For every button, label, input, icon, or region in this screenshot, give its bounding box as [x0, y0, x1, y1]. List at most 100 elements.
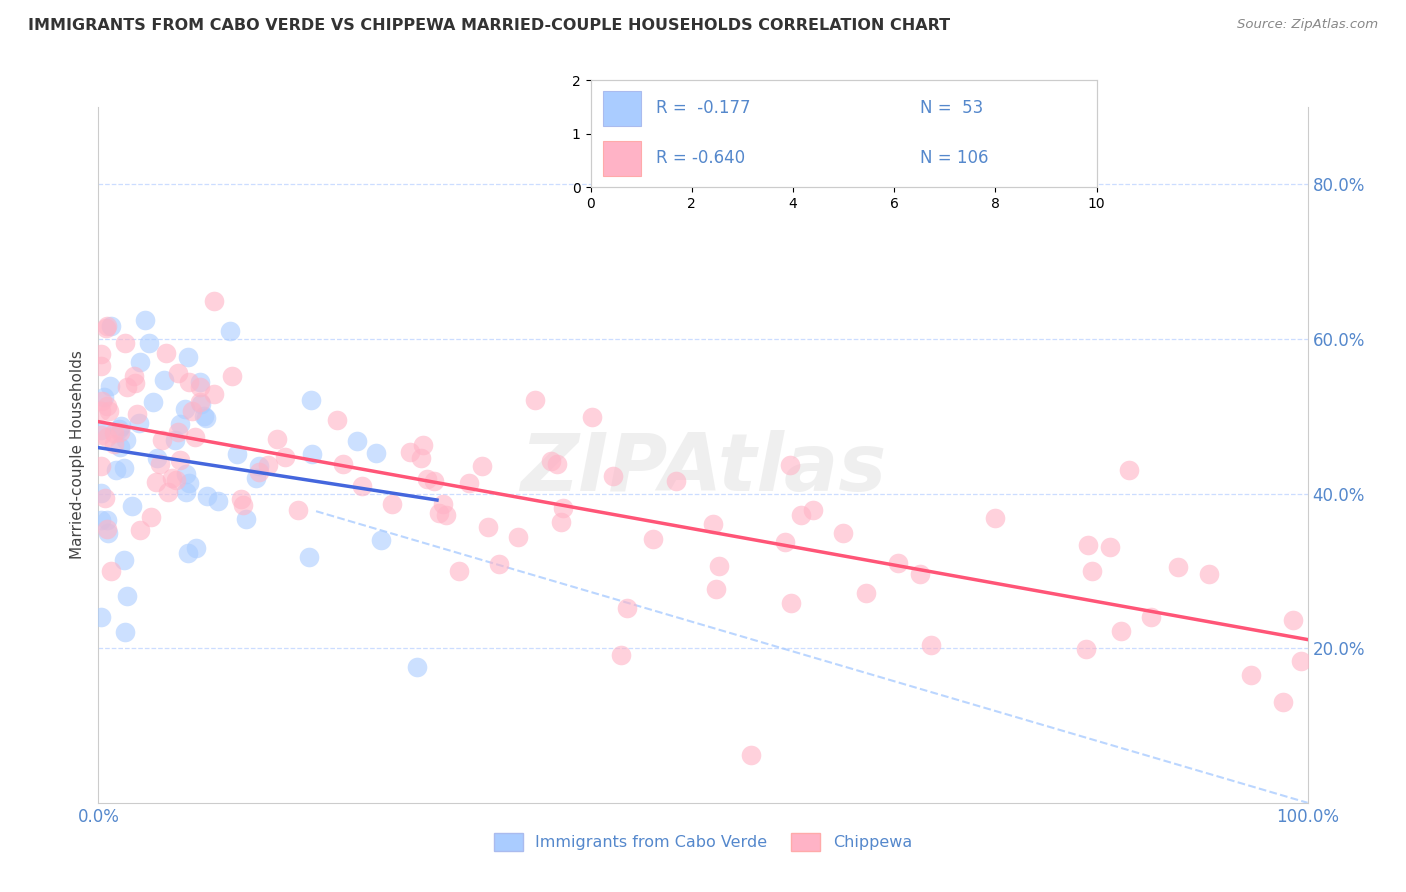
Point: [193, 409, 215, 423]
Point: [1198, 567, 1220, 582]
Point: [90, 347, 112, 361]
Point: [160, 471, 183, 485]
Point: [90, 486, 112, 500]
Text: R = -0.640: R = -0.640: [657, 149, 745, 167]
Text: R =  -0.177: R = -0.177: [657, 99, 751, 117]
Point: [184, 541, 207, 556]
Point: [1077, 538, 1099, 552]
Point: [1098, 540, 1121, 554]
Point: [832, 526, 855, 541]
Point: [142, 395, 165, 409]
Point: [477, 520, 499, 534]
Point: [103, 426, 125, 441]
Point: [177, 376, 200, 390]
Point: [540, 454, 562, 468]
Point: [432, 497, 454, 511]
Legend: Immigrants from Cabo Verde, Chippewa: Immigrants from Cabo Verde, Chippewa: [488, 826, 918, 857]
Point: [546, 457, 568, 471]
Bar: [603, 91, 641, 126]
Point: [112, 461, 135, 475]
Point: [523, 392, 546, 407]
Point: [90, 428, 112, 442]
Point: [247, 458, 270, 473]
Point: [96, 321, 118, 335]
Point: [886, 556, 908, 570]
Point: [202, 387, 225, 401]
Point: [229, 492, 252, 507]
Point: [364, 446, 387, 460]
Point: [641, 533, 664, 547]
Point: [1167, 560, 1189, 574]
Point: [169, 453, 191, 467]
Point: [115, 433, 138, 447]
Text: ZIPAtlas: ZIPAtlas: [520, 430, 886, 508]
Point: [790, 508, 813, 522]
Point: [184, 430, 207, 444]
Point: [190, 397, 212, 411]
Point: [423, 474, 446, 488]
Point: [266, 432, 288, 446]
Point: [100, 564, 122, 578]
Point: [110, 419, 132, 434]
Point: [112, 553, 135, 567]
Point: [177, 546, 200, 560]
Point: [616, 600, 638, 615]
Point: [110, 440, 132, 454]
Point: [100, 318, 122, 333]
Point: [174, 467, 197, 481]
Point: [551, 500, 574, 515]
Point: [665, 475, 688, 489]
Point: [98, 378, 121, 392]
Point: [416, 472, 439, 486]
Point: [1272, 695, 1295, 709]
Point: [97, 526, 120, 541]
Point: [1140, 610, 1163, 624]
Point: [1118, 463, 1140, 477]
Point: [108, 425, 131, 439]
Point: [301, 447, 323, 461]
Point: [124, 368, 146, 383]
Point: [128, 416, 150, 430]
Point: [115, 380, 138, 394]
Point: [146, 450, 169, 465]
Point: [96, 513, 118, 527]
Point: [488, 557, 510, 571]
Point: [707, 559, 730, 574]
Point: [274, 450, 297, 464]
Point: [287, 503, 309, 517]
Point: [96, 399, 118, 413]
Point: [117, 589, 139, 603]
Point: [457, 475, 479, 490]
Point: [405, 660, 427, 674]
Point: [90, 458, 112, 473]
Point: [326, 413, 349, 427]
Point: [235, 512, 257, 526]
Point: [174, 484, 197, 499]
Point: [94, 491, 117, 505]
Point: [803, 502, 825, 516]
Point: [90, 393, 112, 408]
Point: [167, 425, 190, 440]
Point: [773, 534, 796, 549]
Point: [225, 447, 247, 461]
Point: [1076, 642, 1098, 657]
Point: [157, 484, 180, 499]
Point: [370, 533, 392, 548]
Point: [149, 457, 172, 471]
Point: [298, 549, 321, 564]
Point: [128, 355, 150, 369]
Point: [221, 368, 243, 383]
Point: [207, 493, 229, 508]
Point: [114, 335, 136, 350]
Point: [908, 567, 931, 582]
Point: [114, 625, 136, 640]
Text: N = 106: N = 106: [920, 149, 988, 167]
Point: [780, 596, 803, 610]
Point: [332, 457, 354, 471]
Point: [1109, 624, 1132, 639]
Point: [128, 523, 150, 537]
Point: [702, 517, 724, 532]
Point: [195, 489, 218, 503]
Point: [98, 404, 121, 418]
Point: [412, 438, 434, 452]
